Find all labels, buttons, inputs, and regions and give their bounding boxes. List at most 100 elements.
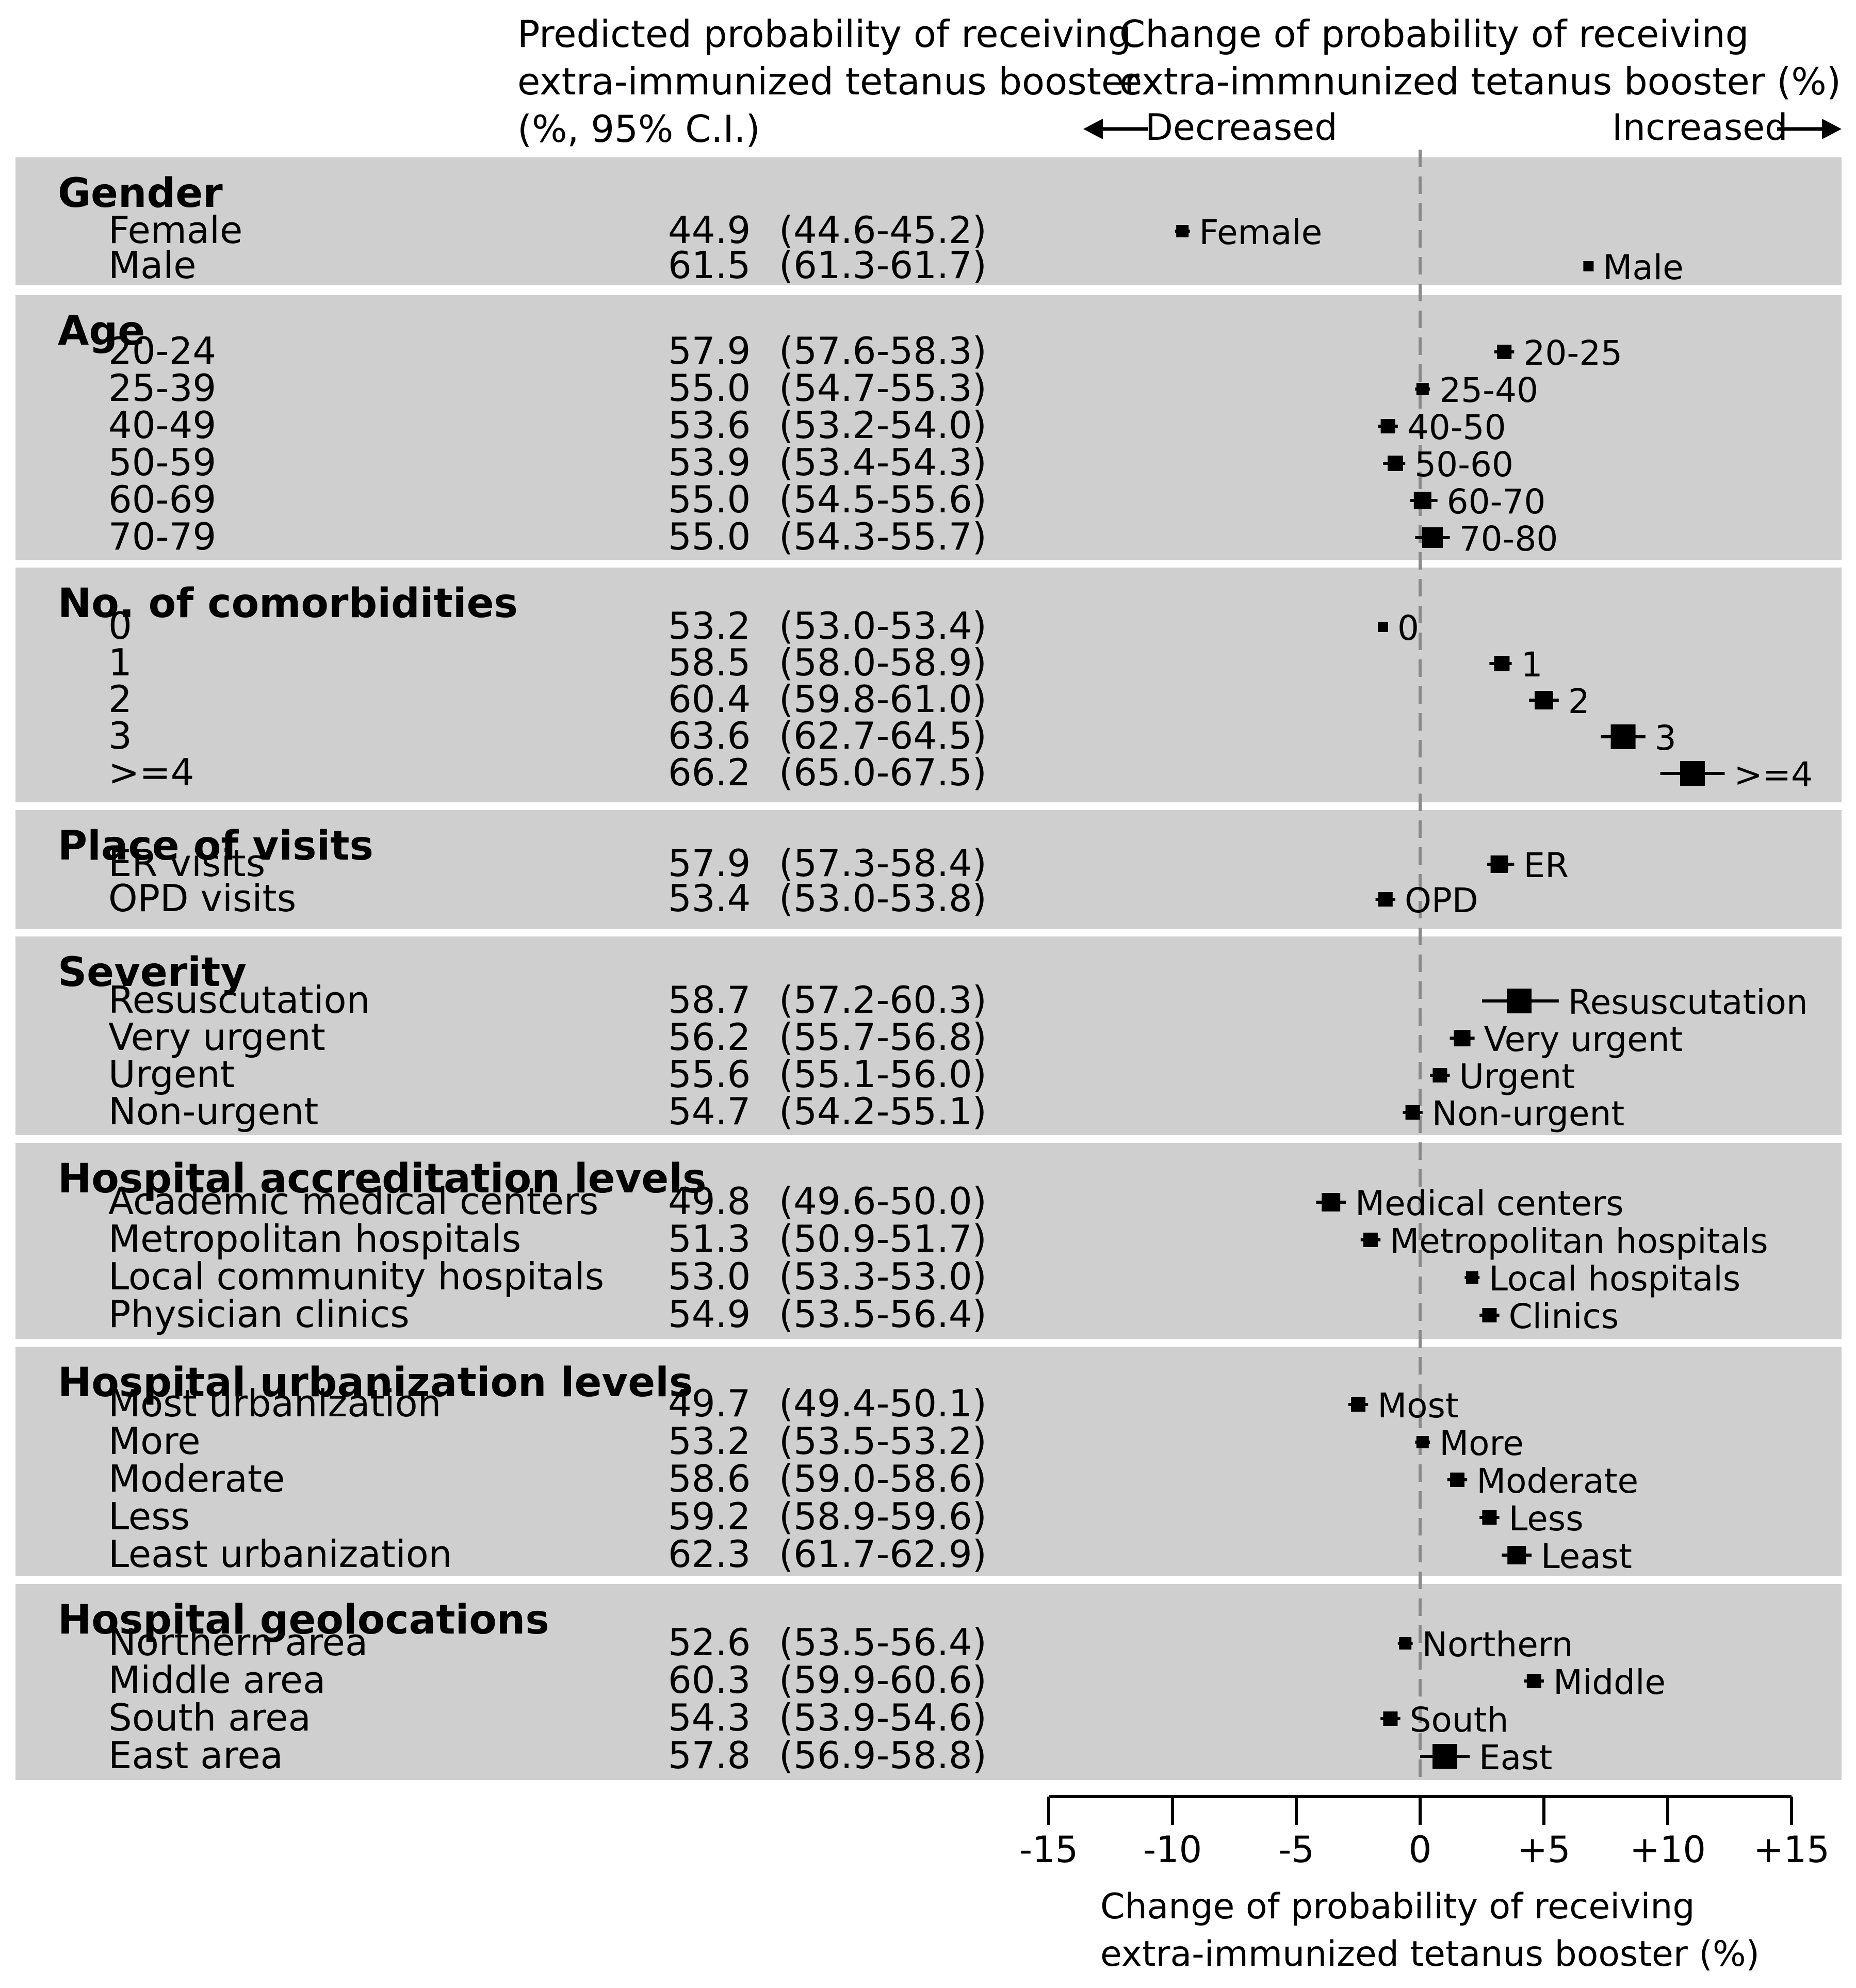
table-row: OPD visits 53.4 (53.0-53.8) [15, 880, 1842, 917]
row-ci: (53.5-53.2) [779, 1419, 987, 1463]
point-label: 2 [1568, 682, 1590, 721]
group-panel: Severity Resuscutation 58.7 (57.2-60.3) Very… [15, 936, 1842, 1135]
point-label: 50-60 [1414, 445, 1513, 484]
row-label: 60-69 [108, 478, 217, 521]
point-label: 1 [1521, 645, 1543, 685]
group-title: Severity [58, 949, 247, 996]
left-arrow-icon [1083, 119, 1148, 139]
row-percentage: 51.3 [668, 1217, 751, 1260]
point-estimate [1610, 724, 1636, 749]
table-row: East area 57.8 (56.9-58.8) [15, 1737, 1842, 1774]
point-estimate [1378, 892, 1393, 907]
point-label: Least [1541, 1537, 1632, 1576]
table-row: Physician clinics 54.9 (53.5-56.4) [15, 1296, 1842, 1333]
x-tick-label: +15 [1753, 1829, 1830, 1871]
row-ci: (55.7-56.8) [779, 1015, 987, 1059]
point-label: Metropolitan hospitals [1390, 1221, 1768, 1261]
row-ci: (59.0-58.6) [779, 1457, 987, 1500]
row-label: More [108, 1419, 201, 1463]
table-row: ER visits 57.9 (57.3-58.4) [15, 845, 1842, 882]
x-tick-label: -5 [1278, 1829, 1314, 1871]
point-estimate [1535, 691, 1553, 709]
row-label: Most urbanization [108, 1382, 442, 1425]
row-label: Very urgent [108, 1015, 325, 1059]
group-panel: Gender Female 44.9 (44.6-45.2) Male 61.5 (61.3… [15, 157, 1842, 285]
row-percentage: 49.8 [668, 1179, 751, 1223]
point-estimate [1482, 1308, 1497, 1322]
group-title: Hospital urbanization levels [58, 1360, 693, 1406]
left-header-line-2: extra-immunized tetanus booster [517, 60, 1139, 103]
row-label: 50-59 [108, 441, 217, 484]
table-row: Very urgent 56.2 (55.7-56.8) [15, 1019, 1842, 1056]
increased-label: Increased [1612, 106, 1788, 149]
table-row: 60-69 55.0 (54.5-55.6) [15, 481, 1842, 518]
group-panel: Hospital urbanization levels Most urbaniz… [15, 1347, 1842, 1576]
row-percentage: 54.9 [668, 1292, 751, 1336]
point-estimate [1494, 656, 1510, 671]
point-label: >=4 [1734, 755, 1813, 795]
point-estimate [1416, 1436, 1429, 1448]
row-percentage: 56.2 [668, 1015, 751, 1059]
point-estimate [1583, 261, 1594, 271]
row-label: 1 [108, 641, 132, 684]
point-estimate [1432, 1068, 1447, 1082]
point-label: Less [1509, 1499, 1584, 1539]
row-percentage: 61.5 [668, 244, 751, 287]
point-label: ER [1523, 846, 1569, 885]
point-label: Non-urgent [1432, 1094, 1624, 1134]
row-label: Physician clinics [108, 1292, 410, 1336]
row-label: OPD visits [108, 877, 297, 920]
row-ci: (54.5-55.6) [779, 478, 987, 521]
row-ci: (57.2-60.3) [779, 978, 987, 1022]
row-label: ER visits [108, 842, 266, 885]
row-ci: (58.0-58.9) [779, 641, 987, 684]
row-ci: (53.3-53.0) [779, 1255, 987, 1298]
point-estimate [1466, 1271, 1478, 1284]
row-ci: (44.6-45.2) [779, 208, 987, 252]
group-title: No. of comorbidities [58, 580, 518, 627]
row-percentage: 63.6 [668, 714, 751, 757]
point-estimate [1432, 1744, 1457, 1769]
point-label: OPD [1405, 881, 1478, 920]
row-label: Moderate [108, 1457, 285, 1500]
point-label: Very urgent [1484, 1020, 1683, 1059]
row-label: Academic medical centers [108, 1179, 599, 1223]
point-estimate [1490, 855, 1508, 873]
row-ci: (59.8-61.0) [779, 677, 987, 721]
row-ci: (61.3-61.7) [779, 244, 987, 287]
table-row: 3 63.6 (62.7-64.5) [15, 717, 1842, 754]
row-percentage: 58.5 [668, 641, 751, 684]
table-row: >=4 66.2 (65.0-67.5) [15, 754, 1842, 791]
row-ci: (50.9-51.7) [779, 1217, 987, 1260]
point-estimate [1497, 345, 1512, 359]
group-title: Age [58, 308, 145, 354]
row-label: Middle area [108, 1658, 326, 1702]
row-ci: (62.7-64.5) [779, 714, 987, 757]
point-estimate [1416, 383, 1429, 395]
x-tick-label: 0 [1409, 1829, 1432, 1871]
table-row: Moderate 58.6 (59.0-58.6) [15, 1460, 1842, 1497]
row-ci: (53.5-56.4) [779, 1621, 987, 1664]
row-ci: (49.4-50.1) [779, 1382, 987, 1425]
row-ci: (57.3-58.4) [779, 842, 987, 885]
row-ci: (54.7-55.3) [779, 366, 987, 410]
row-percentage: 55.0 [668, 515, 751, 558]
left-column-header: Predicted probability of receiving extra… [517, 10, 1139, 153]
point-label: Northern [1422, 1625, 1573, 1664]
row-label: Resuscutation [108, 978, 370, 1022]
row-percentage: 53.2 [668, 1419, 751, 1463]
row-percentage: 60.3 [668, 1658, 751, 1702]
table-row: Most urbanization 49.7 (49.4-50.1) [15, 1385, 1842, 1422]
row-label: Metropolitan hospitals [108, 1217, 522, 1260]
row-ci: (58.9-59.6) [779, 1495, 987, 1538]
point-label: 60-70 [1447, 482, 1546, 522]
point-estimate [1322, 1193, 1341, 1211]
row-percentage: 57.9 [668, 842, 751, 885]
table-row: 2 60.4 (59.8-61.0) [15, 681, 1842, 718]
row-label: 25-39 [108, 366, 217, 410]
table-row: 20-24 57.9 (57.6-58.3) [15, 332, 1842, 369]
group-title: Hospital geolocations [58, 1597, 549, 1643]
point-label: Moderate [1476, 1461, 1638, 1501]
point-estimate [1380, 419, 1395, 433]
table-row: Local community hospitals 53.0 (53.3-53.0) [15, 1258, 1842, 1295]
